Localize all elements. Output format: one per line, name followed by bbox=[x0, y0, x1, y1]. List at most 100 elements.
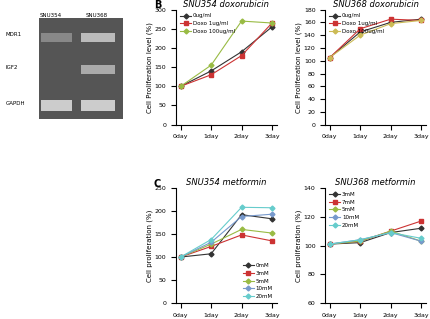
0ug/ml bbox=[327, 56, 332, 59]
20mM bbox=[358, 238, 363, 242]
Doxo 100ug/ml bbox=[327, 56, 332, 59]
Line: 3mM: 3mM bbox=[328, 226, 423, 246]
5mM bbox=[178, 255, 183, 259]
Doxo 100ug/ml bbox=[358, 33, 363, 37]
Y-axis label: Cell Proliferation level (%): Cell Proliferation level (%) bbox=[296, 22, 302, 113]
10mM bbox=[418, 239, 424, 243]
Doxo 100ug/ml bbox=[178, 85, 183, 88]
Text: SNU368: SNU368 bbox=[86, 13, 108, 18]
5mM bbox=[388, 229, 393, 233]
7mM bbox=[358, 239, 363, 243]
Line: Doxo 1ug/ml: Doxo 1ug/ml bbox=[179, 21, 274, 88]
5mM bbox=[209, 242, 214, 246]
10mM bbox=[358, 238, 363, 242]
Y-axis label: Cell Proliferation level (%): Cell Proliferation level (%) bbox=[147, 22, 153, 113]
0mM bbox=[270, 217, 275, 221]
10mM bbox=[239, 215, 244, 219]
5mM bbox=[239, 227, 244, 231]
Text: C: C bbox=[154, 179, 161, 189]
0ug/ml bbox=[239, 50, 244, 54]
0mM bbox=[209, 252, 214, 256]
Bar bbox=[81, 33, 115, 42]
5mM bbox=[418, 239, 424, 243]
20mM bbox=[178, 255, 183, 259]
3mM bbox=[209, 244, 214, 248]
Line: Doxo 100ug/ml: Doxo 100ug/ml bbox=[179, 19, 274, 88]
Doxo 1ug/ml bbox=[239, 54, 244, 57]
10mM bbox=[327, 242, 332, 246]
5mM bbox=[327, 242, 332, 246]
0ug/ml bbox=[209, 69, 214, 73]
Y-axis label: Cell proliferation (%): Cell proliferation (%) bbox=[296, 209, 302, 282]
Bar bbox=[81, 65, 115, 74]
20mM bbox=[270, 206, 275, 210]
7mM bbox=[418, 219, 424, 223]
Line: 10mM: 10mM bbox=[328, 231, 423, 246]
Y-axis label: Cell proliferation (%): Cell proliferation (%) bbox=[147, 209, 153, 282]
5mM bbox=[270, 231, 275, 235]
Legend: 0mM, 3mM, 5mM, 10mM, 20mM: 0mM, 3mM, 5mM, 10mM, 20mM bbox=[242, 262, 274, 300]
Doxo 100ug/ml bbox=[270, 21, 275, 25]
Title: SNU368 doxorubicin: SNU368 doxorubicin bbox=[332, 0, 418, 9]
Line: 7mM: 7mM bbox=[328, 219, 423, 246]
Line: 3mM: 3mM bbox=[179, 233, 274, 259]
Line: 20mM: 20mM bbox=[179, 205, 274, 259]
Bar bbox=[41, 100, 72, 111]
7mM bbox=[388, 229, 393, 233]
Doxo 100ug/ml bbox=[209, 63, 214, 67]
3mM bbox=[388, 231, 393, 234]
Doxo 100ug/ml bbox=[418, 19, 424, 22]
3mM bbox=[270, 239, 275, 243]
Text: GAPDH: GAPDH bbox=[6, 101, 25, 107]
Bar bbox=[41, 33, 72, 42]
Legend: 0ug/ml, Doxo 1ug/ml, Doxo 100ug/ml: 0ug/ml, Doxo 1ug/ml, Doxo 100ug/ml bbox=[328, 12, 385, 35]
3mM bbox=[327, 242, 332, 246]
Line: 5mM: 5mM bbox=[328, 229, 423, 246]
Line: 0ug/ml: 0ug/ml bbox=[328, 18, 423, 59]
Doxo 1ug/ml bbox=[358, 27, 363, 31]
Title: SNU368 metformin: SNU368 metformin bbox=[335, 178, 416, 187]
3mM bbox=[178, 255, 183, 259]
Line: Doxo 100ug/ml: Doxo 100ug/ml bbox=[328, 19, 423, 59]
10mM bbox=[209, 241, 214, 244]
Doxo 1ug/ml bbox=[178, 85, 183, 88]
3mM bbox=[418, 226, 424, 230]
Bar bbox=[39, 18, 123, 119]
20mM bbox=[239, 205, 244, 209]
0ug/ml bbox=[358, 30, 363, 34]
Text: SNU354: SNU354 bbox=[40, 13, 62, 18]
Doxo 100ug/ml bbox=[388, 22, 393, 26]
0ug/ml bbox=[178, 85, 183, 88]
Doxo 1ug/ml bbox=[327, 56, 332, 59]
0ug/ml bbox=[418, 17, 424, 21]
Line: 0mM: 0mM bbox=[179, 213, 274, 259]
Line: 20mM: 20mM bbox=[328, 231, 423, 246]
Legend: 3mM, 7mM, 5mM, 10mM, 20mM: 3mM, 7mM, 5mM, 10mM, 20mM bbox=[328, 191, 360, 229]
Text: MDR1: MDR1 bbox=[6, 33, 22, 37]
3mM bbox=[239, 233, 244, 237]
Legend: 0ug/ml, Doxo 1ug/ml, Doxo 100ug/ml: 0ug/ml, Doxo 1ug/ml, Doxo 100ug/ml bbox=[179, 12, 236, 35]
Doxo 1ug/ml bbox=[418, 19, 424, 22]
20mM bbox=[388, 231, 393, 234]
20mM bbox=[418, 236, 424, 240]
Line: Doxo 1ug/ml: Doxo 1ug/ml bbox=[328, 18, 423, 59]
0mM bbox=[239, 213, 244, 217]
10mM bbox=[178, 255, 183, 259]
3mM bbox=[358, 241, 363, 245]
0ug/ml bbox=[270, 25, 275, 29]
Doxo 100ug/ml bbox=[239, 19, 244, 23]
Doxo 1ug/ml bbox=[270, 21, 275, 25]
Title: SNU354 metformin: SNU354 metformin bbox=[186, 178, 267, 187]
20mM bbox=[209, 238, 214, 241]
Line: 0ug/ml: 0ug/ml bbox=[179, 25, 274, 88]
10mM bbox=[270, 212, 275, 216]
Doxo 1ug/ml bbox=[209, 73, 214, 77]
20mM bbox=[327, 242, 332, 246]
7mM bbox=[327, 242, 332, 246]
Title: SNU354 doxorubicin: SNU354 doxorubicin bbox=[184, 0, 269, 9]
10mM bbox=[388, 231, 393, 234]
0mM bbox=[178, 255, 183, 259]
Line: 5mM: 5mM bbox=[179, 228, 274, 259]
Text: IGF2: IGF2 bbox=[6, 65, 18, 70]
Text: B: B bbox=[154, 0, 161, 10]
